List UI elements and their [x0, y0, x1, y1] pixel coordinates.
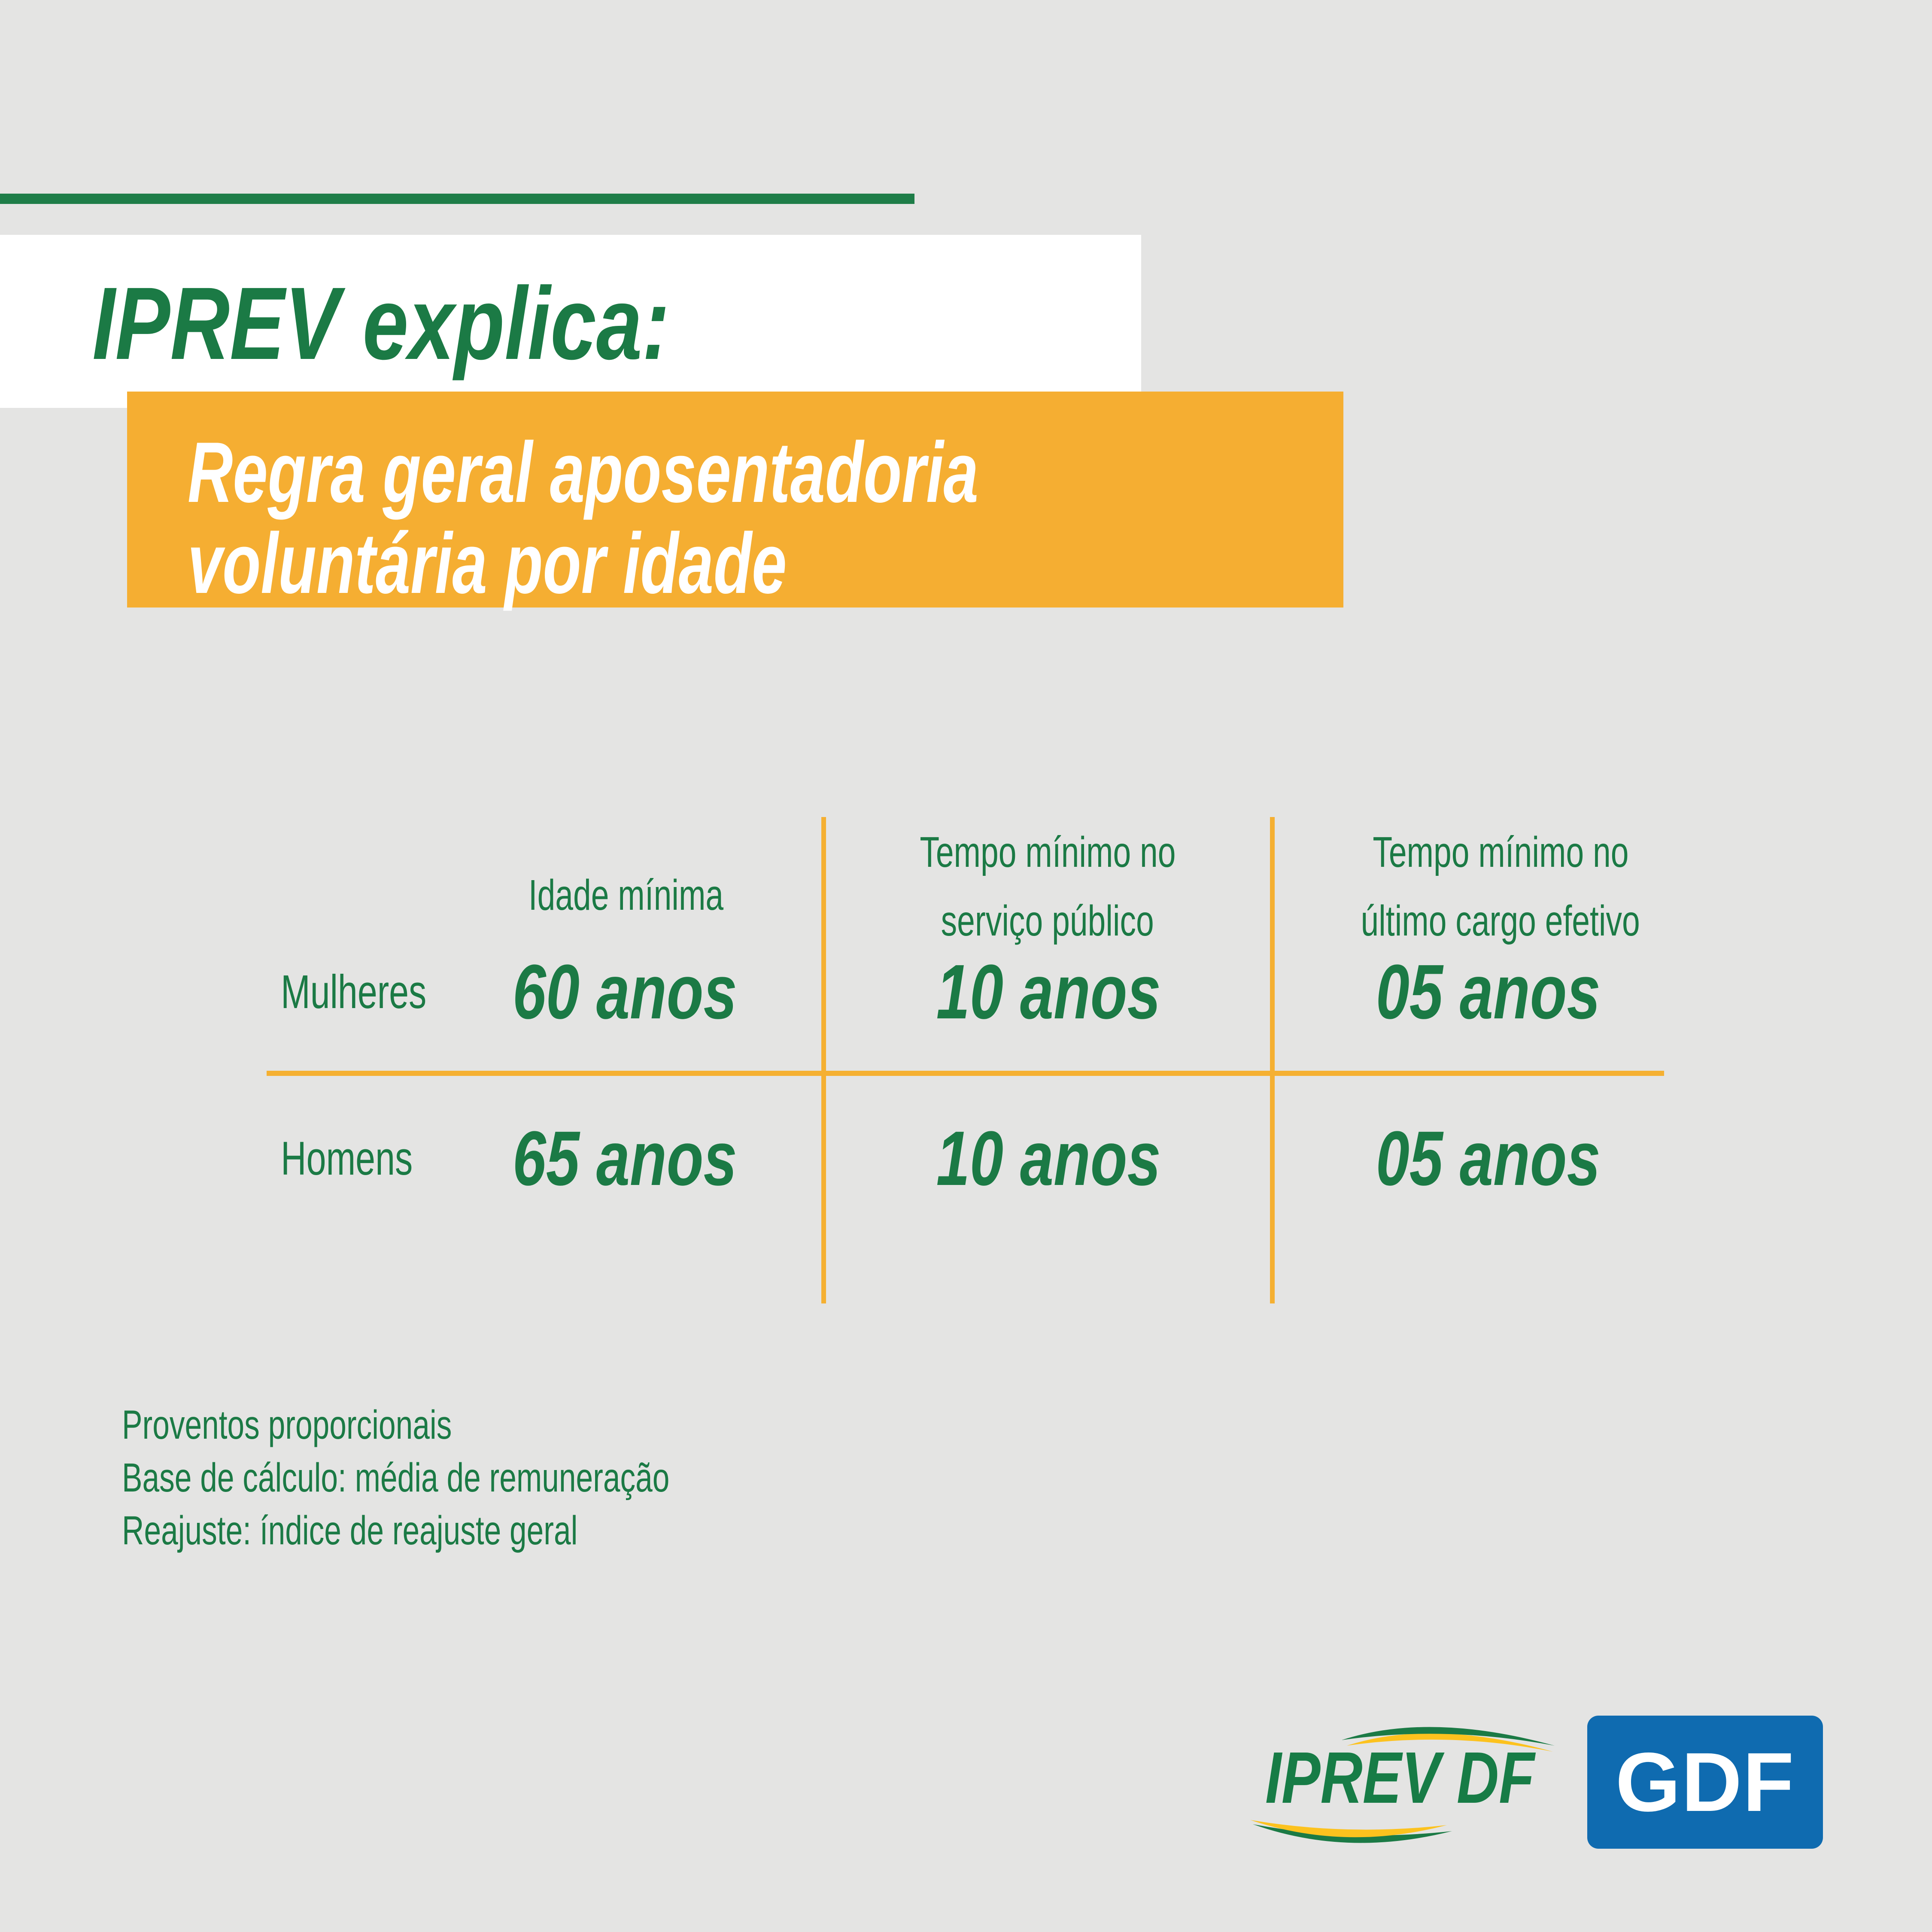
kicker-text: IPREV explica: — [92, 266, 670, 381]
footnote-line-1: Proventos proporcionais — [122, 1402, 452, 1448]
column-header-idade-minima: Idade mínima — [390, 861, 862, 930]
column-header-text: Idade mínima — [528, 871, 724, 919]
row-divider — [267, 1071, 1664, 1076]
value-homens-tempo-servico: 10 anos — [936, 1115, 1161, 1202]
column-header-text-line2: último cargo efetivo — [1361, 897, 1640, 945]
title: Regra geral aposentadoria voluntária por… — [188, 427, 1271, 609]
iprev-logo-text: IPREV DF — [1265, 1737, 1535, 1819]
title-line-1: Regra geral aposentadoria — [188, 425, 978, 520]
column-header-text-line2: serviço público — [941, 897, 1154, 945]
column-header-tempo-servico-publico: Tempo mínimo no serviço público — [811, 818, 1284, 955]
value-mulheres-tempo-servico: 10 anos — [936, 948, 1161, 1035]
column-header-text-line1: Tempo mínimo no — [919, 828, 1176, 876]
column-header-text-line1: Tempo mínimo no — [1372, 828, 1629, 876]
gdf-logo: GDF — [1587, 1716, 1823, 1849]
row-label-homens: Homens — [281, 1132, 413, 1185]
kicker-panel — [0, 235, 1141, 408]
iprev-logo: IPREV DF — [1265, 1737, 1602, 1819]
footnotes: Proventos proporcionais Base de cálculo:… — [122, 1399, 852, 1557]
value-homens-idade-minima: 65 anos — [512, 1115, 737, 1202]
title-panel — [127, 392, 1343, 608]
value-mulheres-idade-minima: 60 anos — [512, 948, 737, 1035]
value-homens-ultimo-cargo: 05 anos — [1376, 1115, 1601, 1202]
footnote-line-3: Reajuste: índice de reajuste geral — [122, 1508, 578, 1553]
gdf-logo-text: GDF — [1615, 1735, 1795, 1829]
footnote-line-2: Base de cálculo: média de remuneração — [122, 1455, 670, 1501]
iprev-swoosh-top-icon — [1342, 1727, 1555, 1752]
value-mulheres-ultimo-cargo: 05 anos — [1376, 948, 1601, 1035]
column-divider-2 — [1270, 817, 1275, 1303]
iprev-swoosh-bottom-icon — [1250, 1820, 1452, 1843]
kicker: IPREV explica: — [92, 261, 814, 386]
row-label-mulheres: Mulheres — [281, 965, 427, 1018]
column-divider-1 — [821, 817, 826, 1303]
column-header-ultimo-cargo-efetivo: Tempo mínimo no último cargo efetivo — [1264, 818, 1737, 955]
title-line-2: voluntária por idade — [188, 516, 787, 611]
top-accent-bar — [0, 194, 914, 204]
